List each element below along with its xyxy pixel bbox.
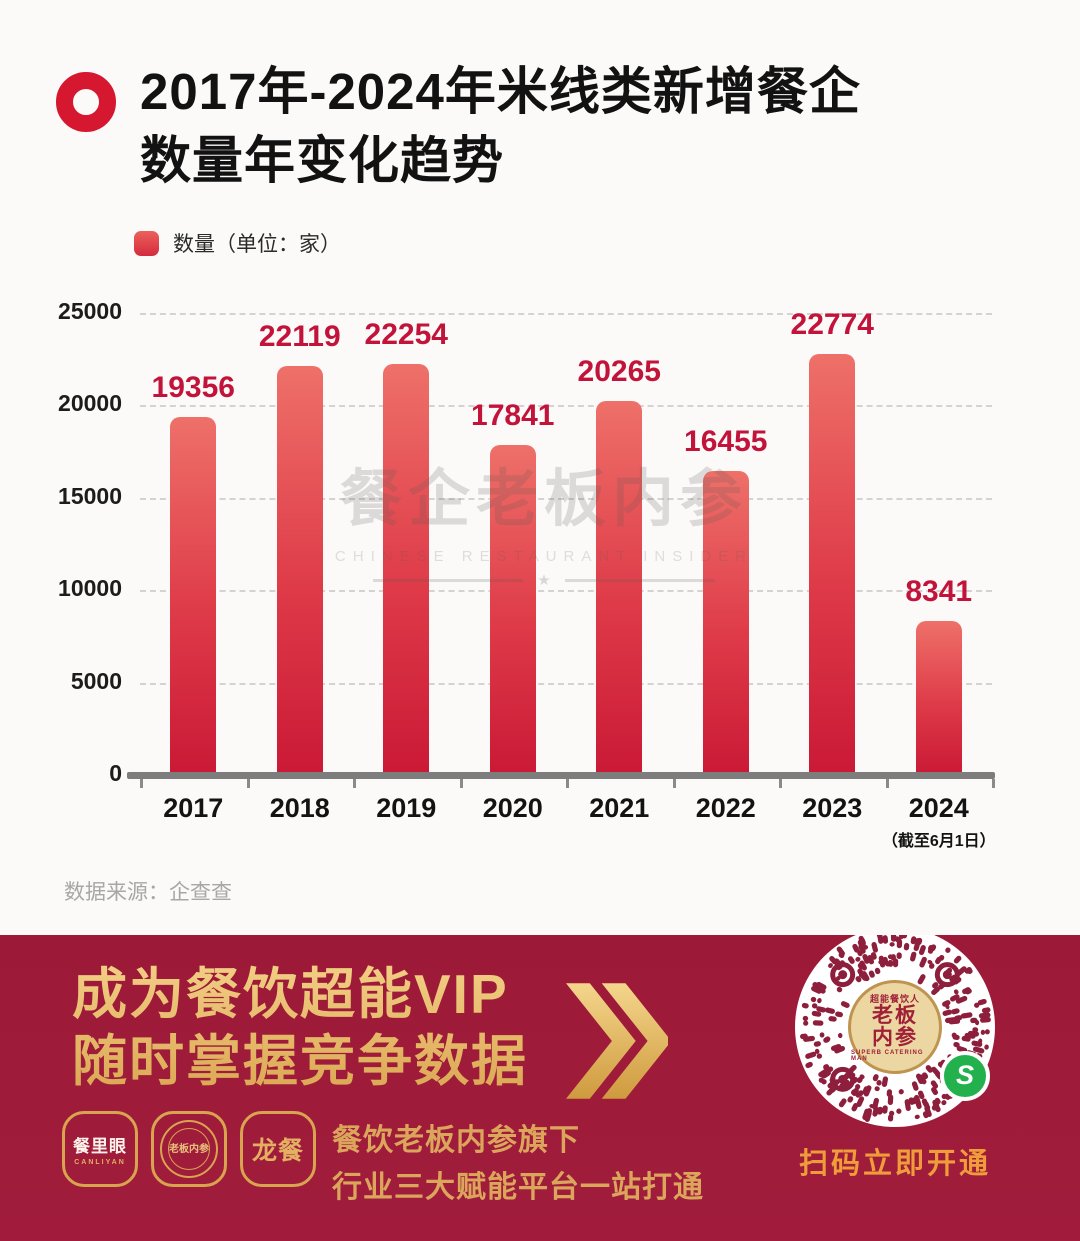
banner-subline-1: 餐饮老板内参旗下 (332, 1124, 580, 1157)
seal-center-line-1: 老板 (872, 1003, 918, 1027)
x-tick-label-2019: 2019 (376, 793, 437, 823)
bar-2023 (809, 354, 856, 775)
bar-2024 (915, 620, 962, 775)
brand-icons-row: 餐里眼 CANLIYAN 老板内参 龙餐 (62, 1111, 316, 1187)
x-tick-label-2023: 2023 (802, 793, 863, 823)
bar-chart: 25000 20000 15000 10000 5000 0 19356 2017 22119 2… (0, 290, 1080, 860)
x-tick-label-2022: 2022 (695, 793, 756, 823)
bar-value-label-2024: 8341 (905, 574, 973, 608)
bar-value-label-2021: 20265 (577, 354, 661, 388)
banner-subline-2: 行业三大赋能平台一站打通 (332, 1170, 704, 1204)
seal-inner-label: 老板内参 (168, 1128, 210, 1170)
x-tick-note: （截至6月1日） (881, 833, 996, 850)
x-axis-tick-4 (566, 779, 569, 788)
bar-2021 (596, 400, 643, 775)
bar-2017 (170, 417, 217, 775)
x-axis-line (127, 772, 995, 779)
x-tick-label-2021: 2021 (589, 793, 650, 823)
longcan-label: 龙餐 (251, 1137, 304, 1165)
banner-subtext: 餐饮老板内参旗下 行业三大赋能平台一站打通 (332, 1118, 704, 1211)
scan-prompt-label: 扫码立即开通 (798, 1148, 991, 1180)
gridline-25000 (140, 313, 992, 315)
y-tick-label-5000: 5000 (70, 667, 122, 694)
page-title: 2017年-2024年米线类新增餐企 数量年变化趋势 (140, 58, 1040, 196)
gridline-10000 (140, 590, 992, 593)
seal-center-text: 老板 内参 (872, 1003, 918, 1049)
banner-headline-line-1: 成为餐饮超能VIP (72, 963, 509, 1025)
y-tick-label-20000: 20000 (58, 390, 122, 417)
title-line-2: 数量年变化趋势 (140, 131, 505, 189)
title-line-1: 2017年-2024年米线类新增餐企 (140, 63, 861, 120)
canliyan-sublabel: CANLIYAN (74, 1159, 126, 1166)
canliyan-label: 餐里眼 (73, 1137, 127, 1156)
x-tick-label-2024: 2024 (908, 793, 969, 823)
longcan-app-icon: 龙餐 (240, 1111, 316, 1187)
x-axis-tick-7 (885, 779, 889, 788)
bar-value-label-2023: 22774 (790, 308, 874, 342)
promo-banner: 成为餐饮超能VIP 随时掌握竞争数据 餐里眼 CANLIYAN 老板内参 (0, 935, 1080, 1241)
bar-value-label-2018: 22119 (258, 320, 341, 354)
bar-2018 (276, 366, 323, 775)
bar-2020 (489, 445, 536, 775)
double-chevron-right-icon (566, 983, 668, 1099)
x-axis-tick-8 (992, 779, 995, 788)
x-axis-tick-2 (353, 779, 356, 788)
canliyan-app-icon: 餐里眼 CANLIYAN (62, 1111, 138, 1187)
legend-swatch-icon (134, 230, 159, 256)
gridline-15000 (140, 497, 992, 500)
x-tick-label-2020: 2020 (482, 793, 543, 823)
bar-2019 (383, 363, 430, 775)
seal-center-line-2: 内参 (872, 1026, 918, 1049)
seal-arc-top-text: 超能餐饮人 (869, 993, 920, 1004)
x-axis-tick-0 (140, 779, 143, 788)
badge-letter: S (955, 1059, 974, 1090)
data-source-label: 数据来源：企查查 (64, 881, 232, 904)
x-tick-label-2017: 2017 (163, 793, 224, 823)
y-tick-label-0: 0 (109, 760, 122, 787)
seal-ring-icon: 老板内参 (160, 1120, 218, 1178)
x-axis-tick-5 (672, 779, 676, 788)
bar-2022 (702, 470, 749, 775)
laoban-neican-seal-icon: 老板内参 (151, 1111, 227, 1187)
seal-arc-bottom-text: SUPERB CATERING MAN (851, 1050, 924, 1063)
gridline-20000 (140, 405, 992, 408)
bar-value-label-2022: 16455 (684, 424, 768, 458)
legend-label: 数量（单位：家） (173, 233, 341, 256)
banner-headline-line-2: 随时掌握竞争数据 (72, 1030, 529, 1093)
bar-value-label-2019: 22254 (364, 317, 448, 351)
x-axis-tick-1 (246, 779, 250, 788)
y-tick-label-10000: 10000 (58, 575, 122, 602)
x-axis-tick-6 (779, 779, 782, 788)
qr-dot-pattern (800, 935, 991, 1122)
gridline-5000 (140, 682, 992, 685)
banner-headline: 成为餐饮超能VIP 随时掌握竞争数据 (72, 961, 528, 1095)
y-tick-label-25000: 25000 (58, 298, 122, 325)
qr-center-seal: 超能餐饮人 老板 内参 SUPERB CATERING MAN (848, 980, 942, 1074)
chart-legend: 数量（单位：家） (134, 228, 341, 258)
y-tick-label-15000: 15000 (58, 482, 122, 509)
x-tick-label-2018: 2018 (269, 793, 330, 823)
red-donut-icon (56, 72, 116, 132)
bar-value-label-2020: 17841 (471, 399, 555, 433)
x-axis-tick-3 (459, 779, 463, 788)
bar-value-label-2017: 19356 (151, 371, 235, 405)
wechat-channel-badge-icon: S (940, 1051, 990, 1101)
qr-code: 超能餐饮人 老板 内参 SUPERB CATERING MAN S (795, 935, 995, 1127)
